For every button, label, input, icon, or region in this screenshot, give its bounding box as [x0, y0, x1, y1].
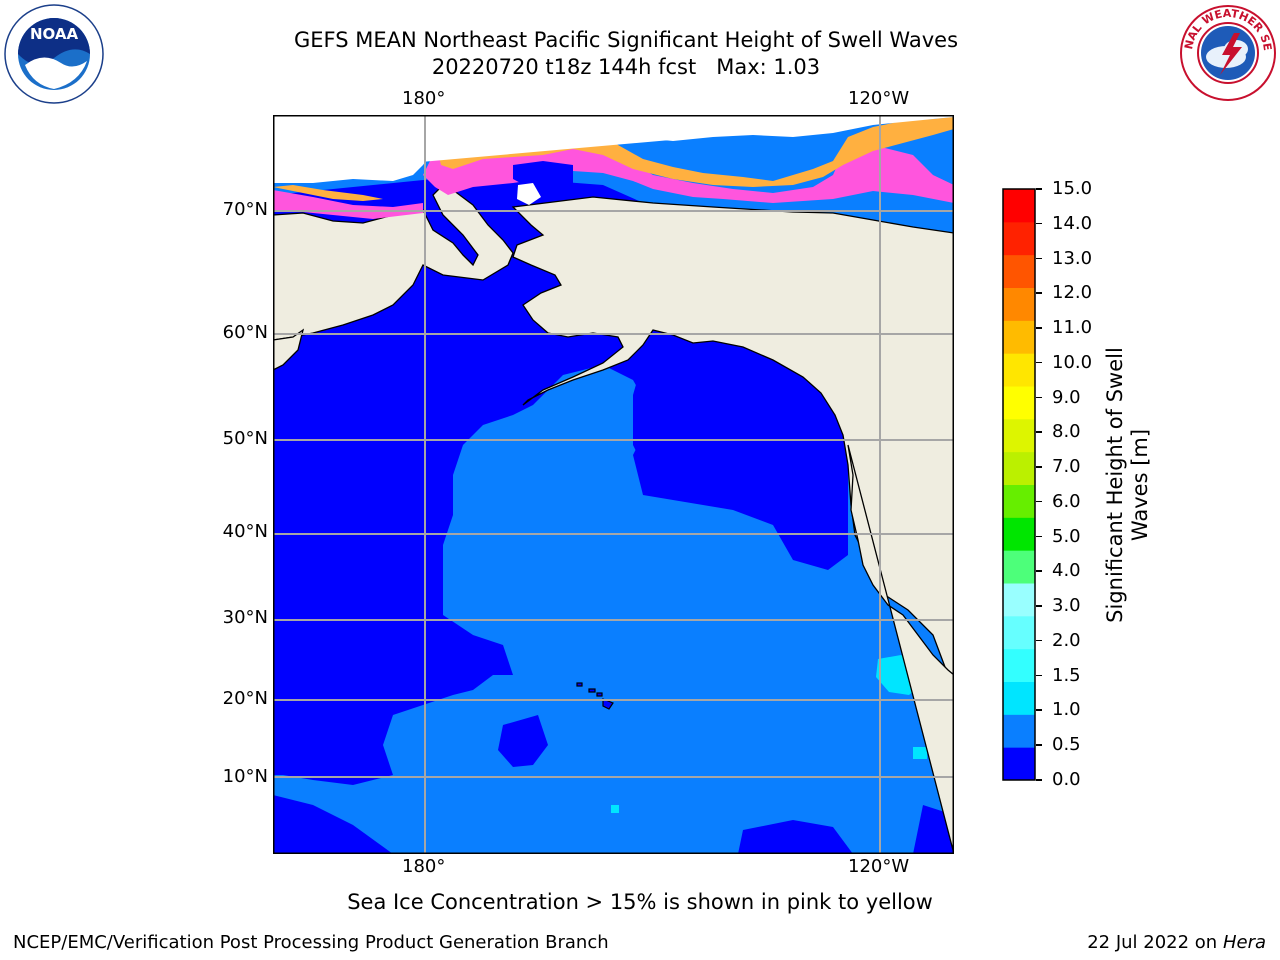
- cyan-patch-small: [913, 747, 927, 759]
- colorbar-tick-label: 8.0: [1052, 421, 1081, 443]
- colorbar-segment: [1003, 418, 1035, 453]
- lon-label-top-180: 180°: [402, 88, 446, 109]
- colorbar-tick-mark: [1036, 396, 1042, 399]
- lat-label-10n: 10°N: [222, 766, 268, 787]
- colorbar-tick-mark: [1036, 570, 1042, 572]
- colorbar-tick-mark: [1036, 327, 1042, 329]
- colorbar-tick-mark: [1036, 605, 1042, 607]
- colorbar-tick-mark: [1036, 188, 1042, 190]
- colorbar-tick-mark: [1036, 709, 1042, 711]
- colorbar-segment: [1003, 484, 1035, 518]
- colorbar-tick-mark: [1036, 674, 1042, 677]
- deep-blue-southeast-corner: [913, 805, 954, 854]
- footer-date-text: 22 Jul 2022 on: [1087, 932, 1223, 953]
- colorbar-tick-label: 14.0: [1052, 212, 1093, 234]
- lat-label-50n: 50°N: [222, 428, 268, 449]
- colorbar-segment: [1003, 189, 1035, 223]
- colorbar-tick-label: 7.0: [1052, 456, 1081, 478]
- colorbar-tick-label: 12.0: [1052, 282, 1093, 304]
- deep-blue-south-east: [738, 820, 853, 854]
- colorbar-tick-label: 4.0: [1052, 560, 1081, 582]
- colorbar-tick-mark: [1036, 535, 1042, 538]
- colorbar-tick-label: 0.5: [1052, 734, 1081, 756]
- colorbar-tick-label: 0.0: [1052, 769, 1081, 790]
- map-frame: [273, 115, 954, 854]
- colorbar-tick-label: 3.0: [1052, 595, 1081, 617]
- nws-logo: NATIONAL WEATHER SERVICE: [1178, 3, 1276, 101]
- colorbar-tick-label: 10.0: [1052, 351, 1093, 373]
- colorbar-tick-label: 15.0: [1052, 178, 1093, 199]
- lat-label-30n: 30°N: [222, 607, 268, 628]
- colorbar-tick-label: 13.0: [1052, 247, 1093, 269]
- colorbar-segment: [1003, 451, 1035, 485]
- colorbar-segment: [1003, 517, 1035, 551]
- noaa-wordmark: NOAA: [30, 25, 79, 43]
- colorbar-segment: [1003, 221, 1035, 256]
- colorbar-label: Significant Height of Swell Waves [m]: [1103, 347, 1152, 623]
- deep-blue-west-band: [273, 400, 353, 525]
- lon-label-bottom-180: 180°: [402, 856, 446, 877]
- chart-title: GEFS MEAN Northeast Pacific Significant …: [293, 28, 959, 52]
- graticule: [273, 115, 954, 854]
- colorbar-segment: [1003, 681, 1035, 715]
- colorbar-tick-mark: [1036, 222, 1042, 225]
- footer-branch: NCEP/EMC/Verification Post Processing Pr…: [13, 932, 609, 953]
- cyan-patch-dot: [611, 805, 619, 813]
- footer-date: 22 Jul 2022 on Hera: [1087, 932, 1266, 953]
- colorbar-tick-mark: [1036, 779, 1042, 781]
- colorbar-tick-label: 2.0: [1052, 629, 1081, 651]
- colorbar-segment: [1003, 583, 1035, 617]
- colorbar-segment: [1003, 254, 1035, 288]
- colorbar-segment: [1003, 714, 1035, 748]
- map-plot: [273, 115, 954, 854]
- max-value-text: Max: 1.03: [716, 55, 821, 79]
- colorbar-segment: [1003, 550, 1035, 584]
- colorbar-tick-mark: [1036, 431, 1042, 433]
- colorbar-segment: [1003, 287, 1035, 321]
- lat-label-40n: 40°N: [222, 521, 268, 542]
- colorbar-segment: [1003, 747, 1035, 781]
- colorbar-tick-label: 5.0: [1052, 525, 1081, 547]
- colorbar-segment: [1003, 353, 1035, 387]
- sea-ice-arctic: [273, 115, 954, 219]
- colorbar-tick-label: 6.0: [1052, 490, 1081, 512]
- colorbar: [1002, 188, 1036, 781]
- deep-blue-southwest: [273, 795, 393, 854]
- colorbar-tick-mark: [1036, 292, 1042, 294]
- colorbar-tick-label: 9.0: [1052, 386, 1081, 408]
- colorbar-segment: [1003, 386, 1035, 420]
- lat-label-20n: 20°N: [222, 688, 268, 709]
- deep-blue-northeast-lobe: [633, 345, 848, 505]
- lon-label-top-120w: 120°W: [848, 88, 910, 109]
- land-kamchatka: [273, 328, 305, 371]
- forecast-run-text: 20220720 t18z 144h fcst: [431, 55, 697, 79]
- sea-ice-note: Sea Ice Concentration > 15% is shown in …: [347, 890, 933, 914]
- lat-label-70n: 70°N: [222, 199, 268, 220]
- colorbar-tick-mark: [1036, 361, 1042, 364]
- colorbar-tick-mark: [1036, 639, 1042, 642]
- colorbar-segment: [1003, 320, 1035, 354]
- lon-label-bottom-120w: 120°W: [848, 856, 910, 877]
- colorbar-frame: [1002, 188, 1036, 781]
- colorbar-segment: [1003, 648, 1035, 682]
- colorbar-tick-label: 11.0: [1052, 317, 1093, 339]
- lat-label-60n: 60°N: [222, 322, 268, 343]
- colorbar-tick-mark: [1036, 500, 1042, 503]
- deep-blue-hawaii-east: [498, 715, 548, 767]
- colorbar-tick-label: 1.0: [1052, 699, 1081, 721]
- chart-subtitle: 20220720 t18z 144h fcst Max: 1.03: [0, 54, 1266, 81]
- colorbar-tick-mark: [1036, 744, 1042, 746]
- footer-host: Hera: [1222, 932, 1266, 953]
- colorbar-tick-label: 1.5: [1052, 664, 1081, 686]
- colorbar-tick-mark: [1036, 257, 1042, 260]
- colorbar-tick-mark: [1036, 466, 1042, 468]
- colorbar-segment: [1003, 615, 1035, 650]
- noaa-logo: NOAA: [4, 4, 104, 104]
- hawaii-islands: [576, 682, 614, 710]
